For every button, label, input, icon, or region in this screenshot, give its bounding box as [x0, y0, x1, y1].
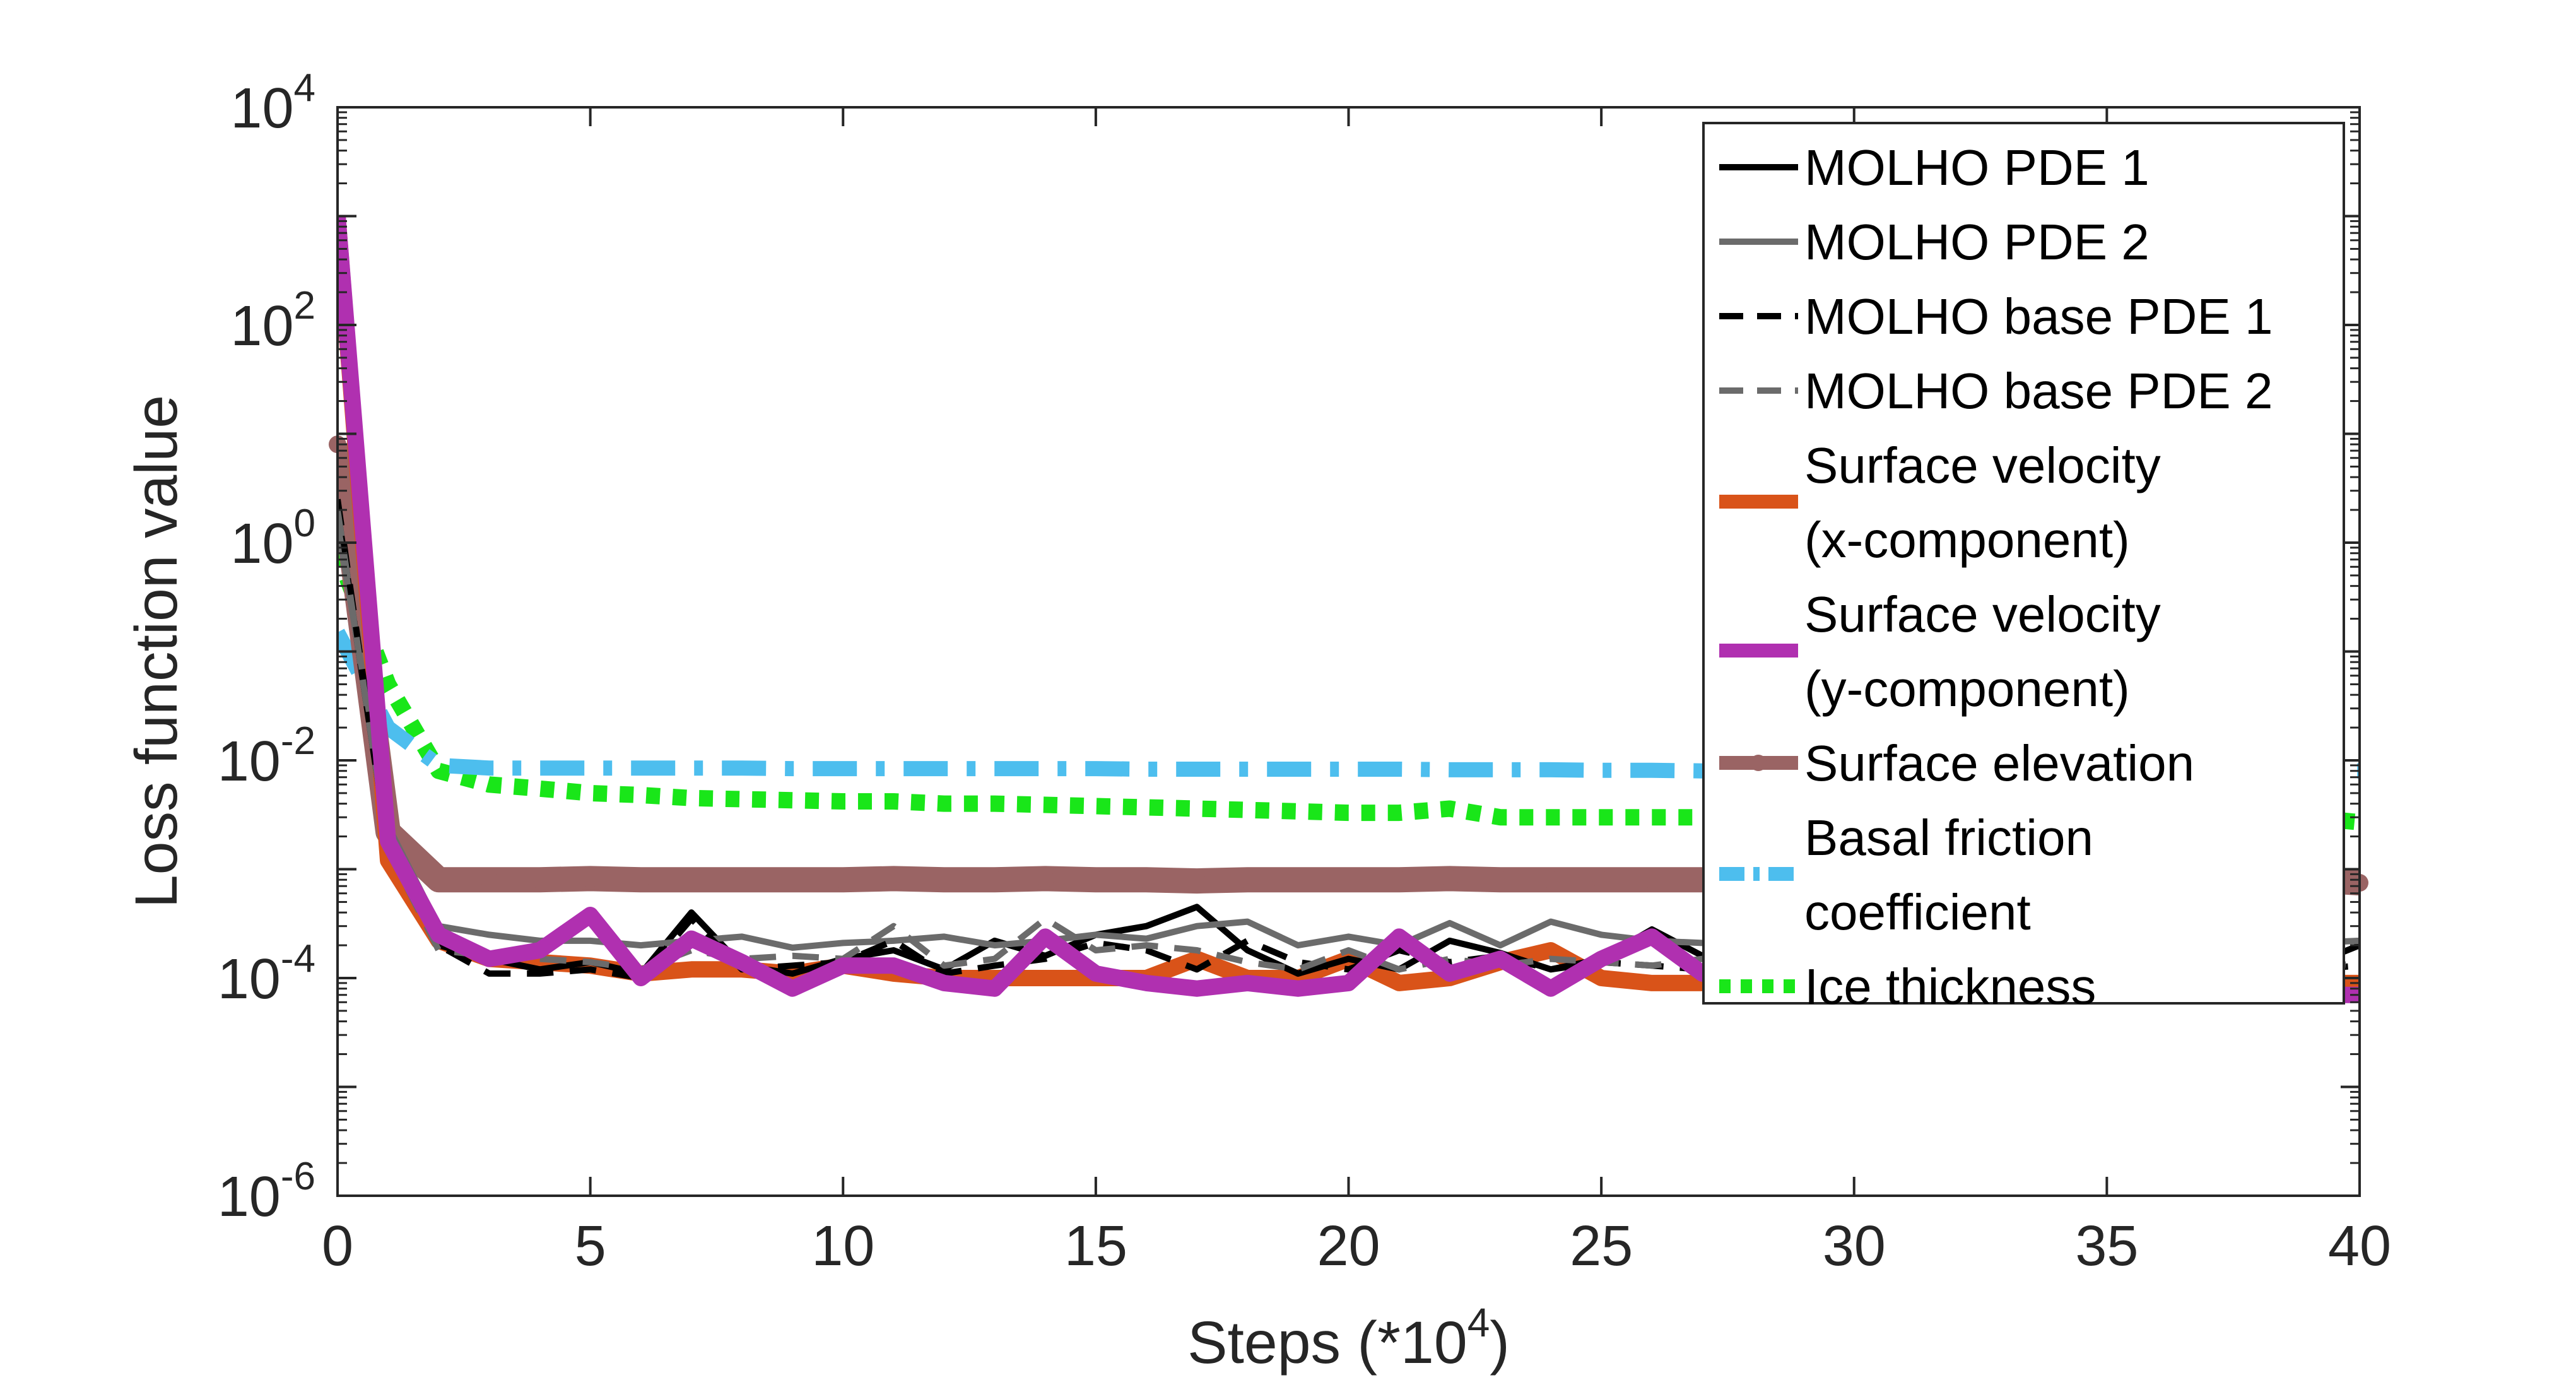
x-tick-label: 10: [811, 1215, 874, 1278]
y-tick-label: 104: [230, 66, 315, 140]
series-marker-6-18: [1238, 871, 1257, 889]
series-marker-6-9: [784, 871, 802, 889]
series-marker-6-19: [1289, 871, 1307, 889]
legend: MOLHO PDE 1 MOLHO PDE 2 MOLHO base PDE 1 MO…: [1702, 122, 2345, 1015]
series-marker-6-7: [682, 871, 700, 889]
legend-label-3: MOLHO base PDE 2: [1804, 363, 2273, 419]
series-marker-6-20: [1339, 871, 1358, 889]
axes: 0 5 10 15 20 25 30 35 40 10-6 10-4 10-2 100 102 104 Ste…: [123, 66, 2391, 1376]
x-axis-label: Steps (*104): [1187, 1300, 1510, 1376]
series-marker-6-6: [632, 871, 650, 889]
series-line-8: [338, 550, 2361, 831]
series-marker-6-25: [1592, 871, 1611, 889]
series-marker-6-21: [1390, 871, 1408, 889]
series-marker-6-12: [935, 871, 953, 889]
series-marker-6-3: [480, 871, 498, 889]
series-marker-6-13: [985, 871, 1004, 889]
x-tick-label: 30: [1823, 1215, 1886, 1278]
series-marker-6-14: [1036, 870, 1054, 888]
x-tick-label: 5: [575, 1215, 606, 1278]
series-marker-6-11: [885, 870, 903, 888]
y-tick-label: 10-6: [218, 1155, 315, 1229]
series-marker-6-15: [1086, 871, 1105, 889]
series-marker-6-24: [1542, 871, 1560, 889]
legend-box: [1702, 122, 2345, 1005]
series-marker-6-17: [1188, 872, 1206, 890]
y-axis-label: Loss function value: [123, 395, 190, 908]
series-marker-6-2: [430, 871, 448, 889]
series-marker-6-26: [1643, 871, 1661, 889]
legend-label-1: MOLHO PDE 2: [1804, 214, 2150, 270]
y-tick-label: 10-4: [218, 937, 315, 1011]
x-tick-label: 15: [1064, 1215, 1127, 1278]
series-marker-6-22: [1440, 870, 1459, 888]
x-tick-label: 25: [1570, 1215, 1633, 1278]
legend-label-4: Surface velocity: [1804, 437, 2161, 493]
legend-label-6: Surface elevation: [1804, 735, 2194, 791]
legend-label-8: Ice thickness: [1804, 958, 2096, 1015]
legend-label-7: Basal friction: [1804, 810, 2093, 866]
series-marker-6-16: [1138, 871, 1155, 889]
x-tick-label: 40: [2328, 1215, 2391, 1278]
legend-label-7: coefficient: [1804, 884, 2031, 940]
series-marker-6-4: [531, 871, 549, 889]
series-marker-6-23: [1491, 871, 1509, 889]
legend-label-5: (y-component): [1804, 661, 2130, 717]
series-marker-6-5: [581, 870, 599, 888]
legend-label-2: MOLHO base PDE 1: [1804, 288, 2273, 345]
y-tick-label: 10-2: [218, 719, 315, 793]
legend-label-0: MOLHO PDE 1: [1804, 139, 2150, 196]
y-tick-label: 100: [230, 502, 315, 575]
legend-label-5: Surface velocity: [1804, 586, 2161, 642]
x-tick-label: 0: [322, 1215, 353, 1278]
series-marker-6-10: [834, 871, 852, 889]
legend-label-4: (x-component): [1804, 512, 2130, 568]
x-tick-label: 20: [1317, 1215, 1380, 1278]
y-tick-label: 102: [230, 284, 315, 358]
x-tick-label: 35: [2075, 1215, 2138, 1278]
series-marker-6-8: [733, 871, 751, 889]
legend-marker-6: [1750, 755, 1767, 771]
